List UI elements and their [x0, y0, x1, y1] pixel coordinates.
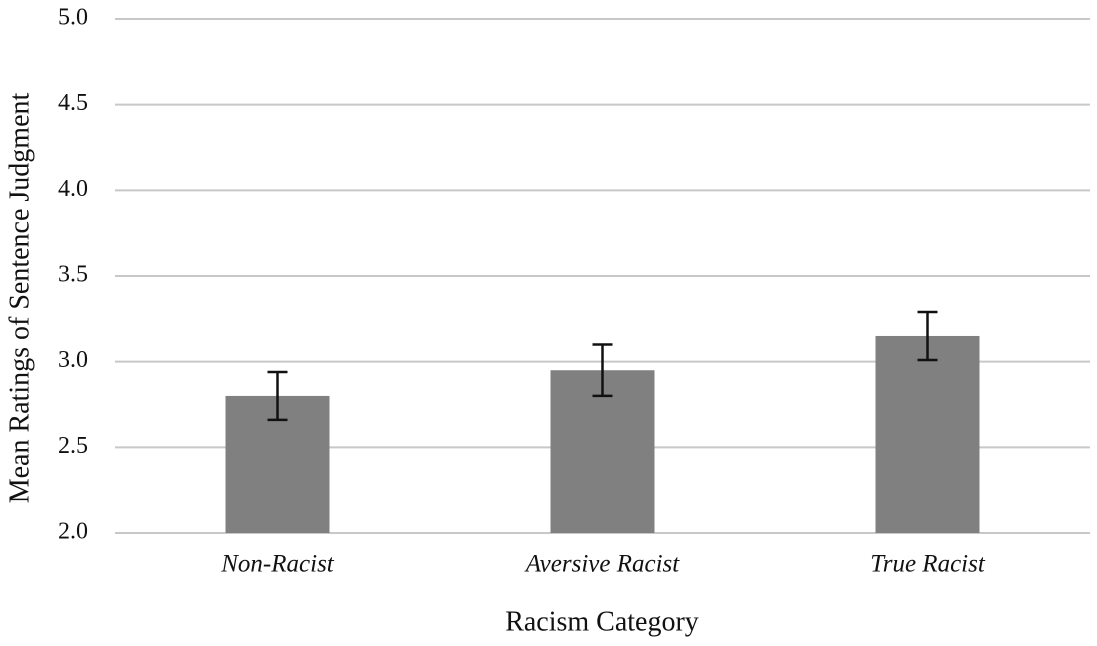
- y-tick-label: 4.0: [58, 176, 88, 202]
- y-tick-label: 4.5: [58, 90, 88, 116]
- y-tick-label: 2.0: [58, 519, 88, 545]
- y-tick-label: 3.0: [58, 347, 88, 373]
- x-tick-label: True Racist: [870, 551, 986, 578]
- x-tick-label: Aversive Racist: [524, 551, 680, 578]
- bar: [550, 370, 655, 533]
- y-tick-label: 5.0: [58, 5, 88, 31]
- x-tick-label: Non-Racist: [220, 551, 335, 578]
- y-axis-title: Mean Ratings of Sentence Judgment: [4, 92, 35, 503]
- bar: [875, 335, 980, 533]
- x-axis-title: Racism Category: [505, 606, 699, 637]
- y-tick-label: 2.5: [58, 433, 88, 459]
- error-bar: [592, 343, 613, 398]
- y-tick-label: 3.5: [58, 262, 88, 288]
- error-bar: [267, 370, 288, 422]
- error-bar: [917, 310, 938, 362]
